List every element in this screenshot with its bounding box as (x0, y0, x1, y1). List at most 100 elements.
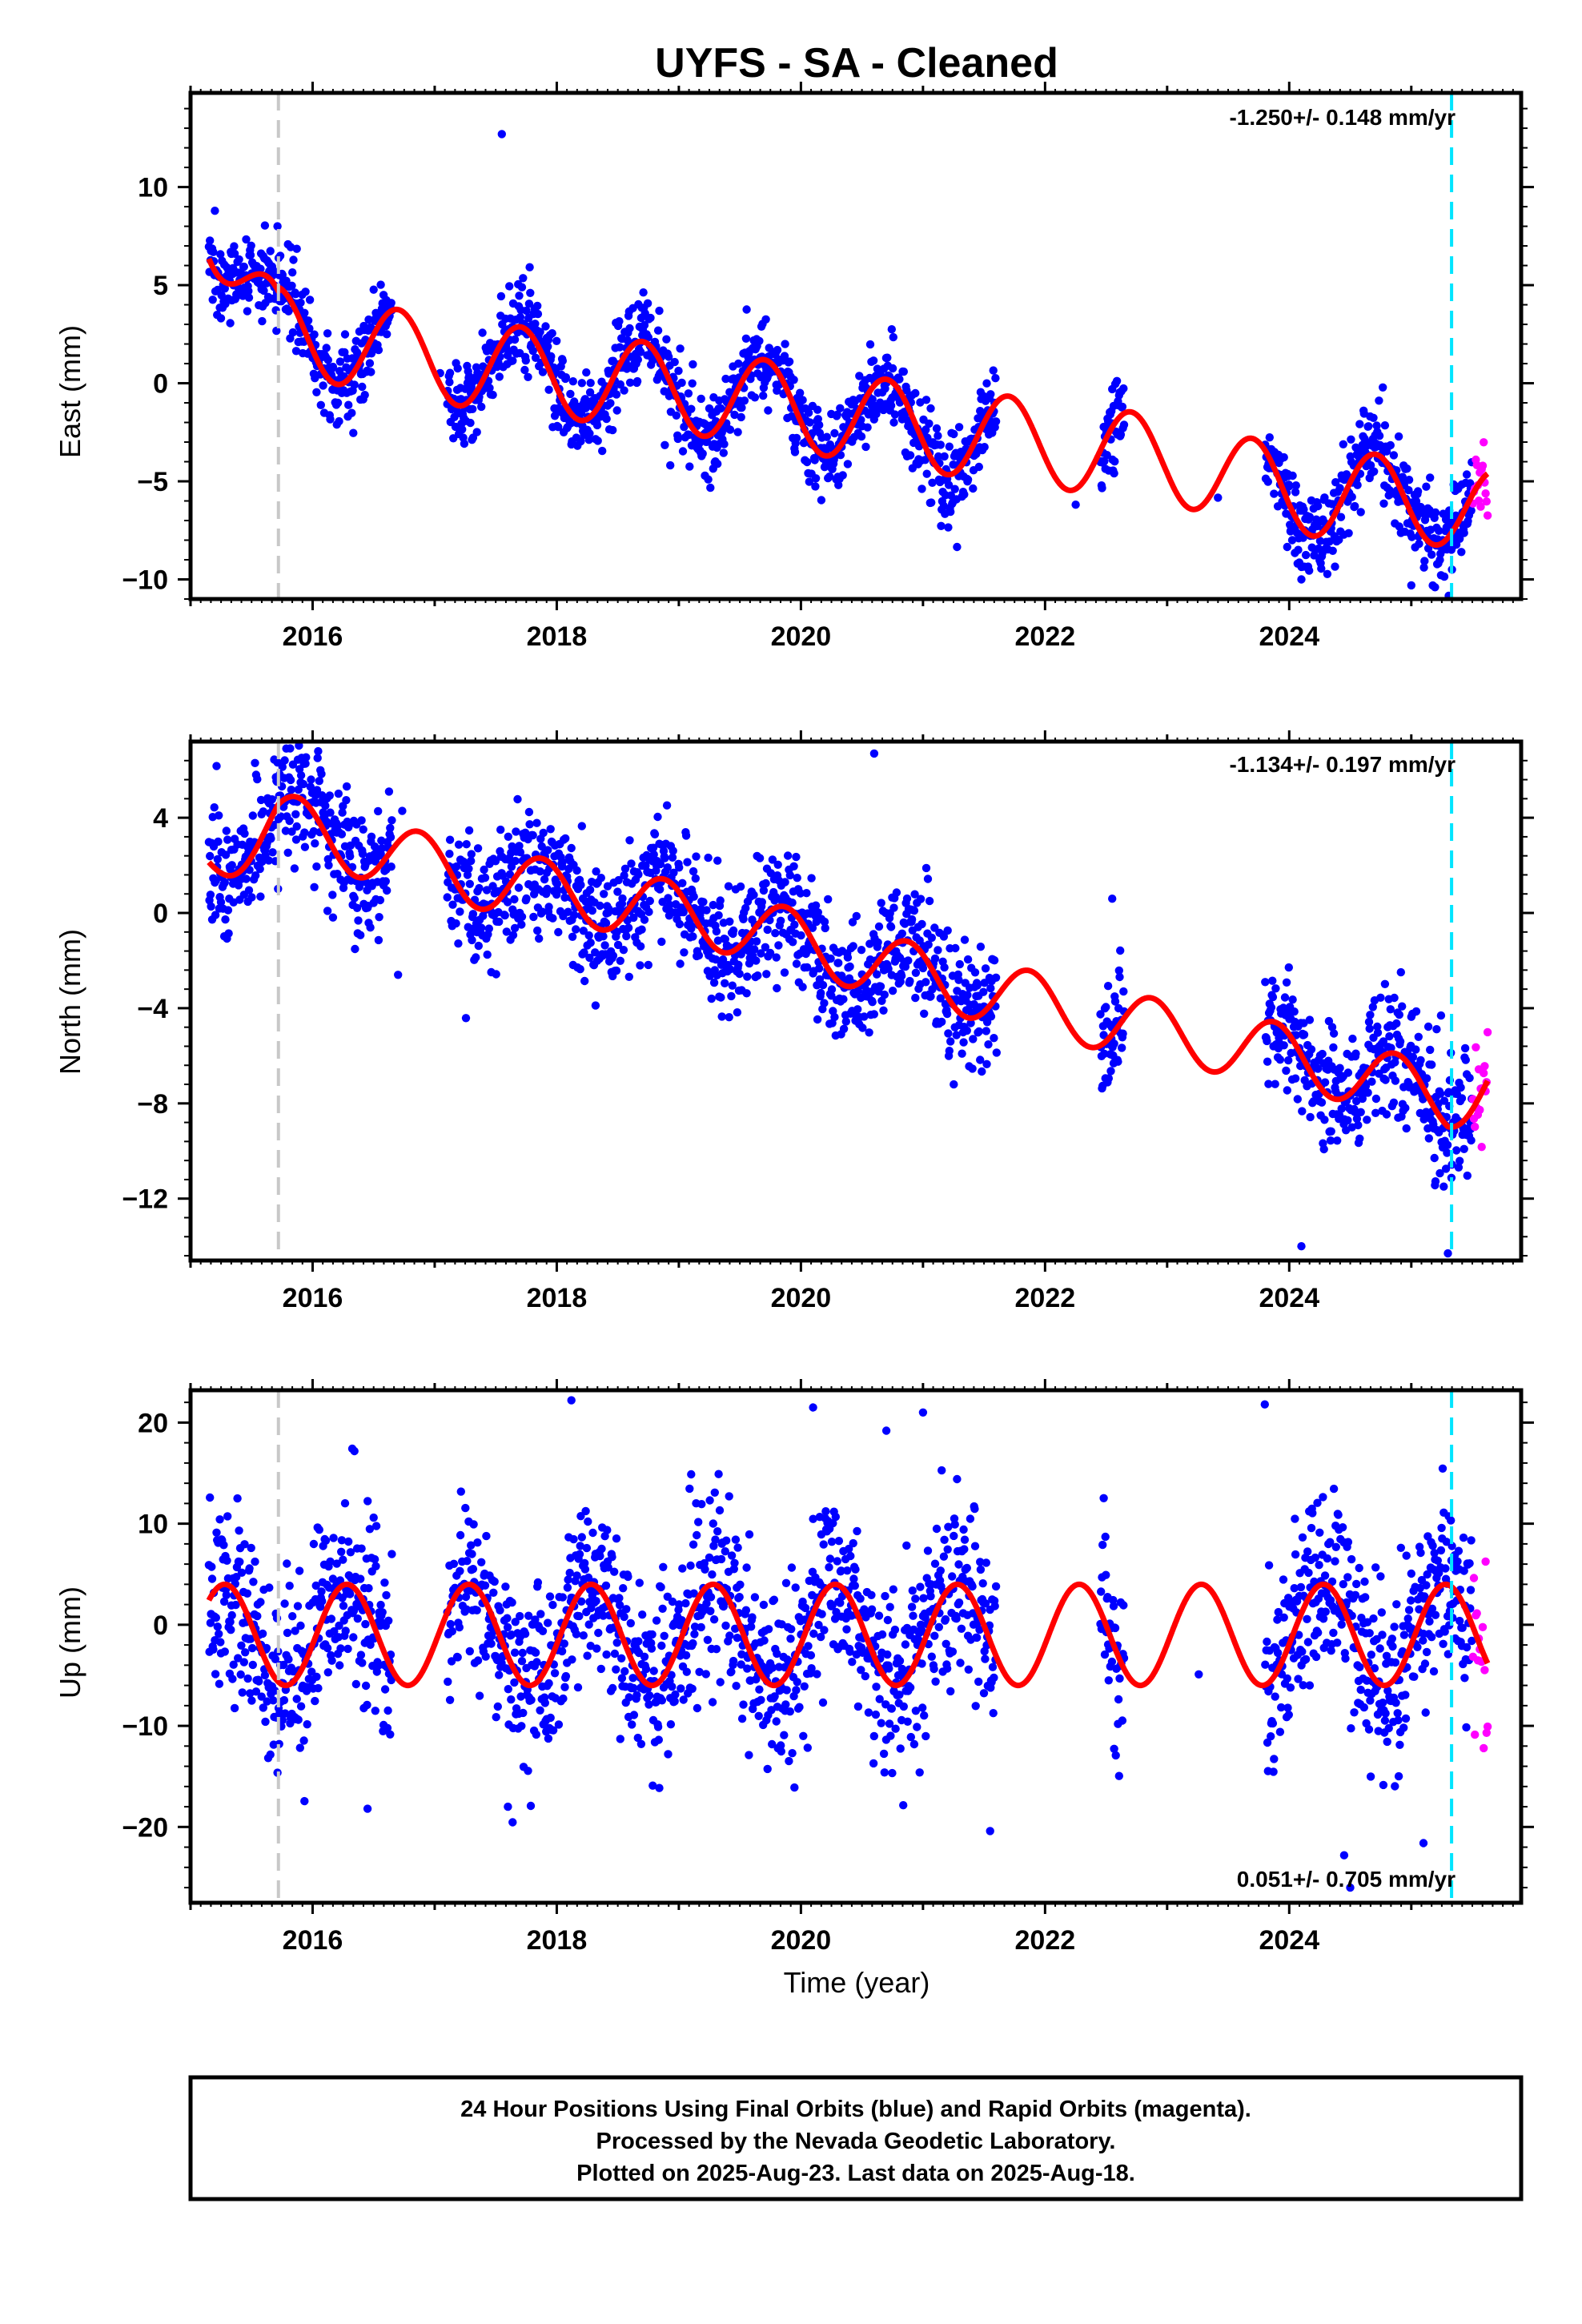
final-orbit-point (1422, 1074, 1431, 1083)
final-orbit-point (1443, 1248, 1452, 1258)
final-orbit-point (260, 1671, 270, 1680)
final-orbit-point (449, 1559, 459, 1569)
final-orbit-point (869, 749, 879, 758)
final-orbit-point (576, 880, 585, 890)
final-orbit-point (1394, 432, 1403, 441)
final-orbit-point (375, 913, 383, 922)
final-orbit-point (641, 1665, 651, 1674)
final-orbit-point (815, 420, 824, 429)
final-orbit-point (785, 357, 794, 366)
final-orbit-point (572, 1571, 581, 1580)
final-orbit-point (477, 1558, 486, 1567)
final-orbit-point (888, 364, 897, 373)
final-orbit-point (853, 1005, 862, 1014)
final-orbit-point (602, 1650, 611, 1659)
final-orbit-point (1456, 1083, 1465, 1092)
final-orbit-point (888, 987, 897, 995)
final-orbit-point (575, 1611, 584, 1621)
final-orbit-point (963, 991, 972, 999)
final-orbit-point (1335, 535, 1343, 545)
final-orbit-point (554, 1720, 564, 1729)
final-orbit-point (1071, 501, 1080, 509)
final-orbit-point (1403, 464, 1411, 473)
final-orbit-point (227, 1610, 236, 1620)
final-orbit-point (979, 987, 988, 996)
final-orbit-point (728, 981, 737, 990)
rapid-orbit-point (1471, 1122, 1480, 1132)
final-orbit-point (927, 933, 937, 943)
final-orbit-point (597, 1544, 606, 1554)
final-orbit-point (351, 944, 359, 954)
final-orbit-point (852, 911, 861, 921)
final-orbit-point (328, 362, 338, 372)
final-orbit-point (207, 1562, 216, 1571)
final-orbit-point (280, 756, 289, 765)
final-orbit-point (599, 932, 608, 941)
final-orbit-point (349, 428, 358, 437)
final-orbit-point (876, 982, 885, 991)
final-orbit-point (531, 353, 540, 362)
final-orbit-point (533, 301, 542, 311)
final-orbit-point (625, 378, 635, 387)
final-orbit-points-east (204, 130, 1476, 599)
final-orbit-point (657, 937, 666, 947)
final-orbit-point (960, 935, 970, 944)
final-orbit-point (481, 1652, 490, 1661)
final-orbit-point (660, 1631, 669, 1640)
final-orbit-point (242, 235, 251, 244)
final-orbit-point (592, 1597, 600, 1606)
final-orbit-point (958, 1049, 966, 1058)
final-orbit-point (713, 460, 722, 468)
final-orbit-point (256, 1598, 265, 1606)
final-orbit-point (879, 1006, 888, 1015)
final-orbit-point (258, 316, 267, 326)
final-orbit-point (1375, 396, 1383, 405)
final-orbit-point (982, 379, 991, 388)
final-orbit-point (468, 1565, 478, 1574)
final-orbit-point (612, 406, 621, 415)
final-orbit-point (303, 316, 313, 325)
final-orbit-point (206, 891, 215, 899)
final-orbit-point (566, 389, 575, 399)
final-orbit-point (647, 1644, 656, 1653)
final-orbit-point (811, 474, 821, 483)
final-orbit-point (639, 288, 648, 297)
final-orbit-point (612, 1665, 620, 1674)
final-orbit-point (387, 299, 396, 308)
final-orbit-point (444, 1677, 452, 1687)
final-orbit-point (561, 834, 570, 843)
final-orbit-point (843, 460, 853, 468)
final-orbit-point (734, 359, 743, 368)
final-orbit-point (243, 1674, 252, 1683)
final-orbit-point (507, 1695, 516, 1704)
final-orbit-point (272, 326, 281, 336)
final-orbit-point (826, 954, 835, 963)
final-orbit-point (446, 1619, 455, 1629)
final-orbit-point (496, 1606, 504, 1615)
final-orbit-point (976, 943, 986, 951)
final-orbit-point (1333, 1136, 1342, 1145)
y-tick-label: −10 (122, 565, 168, 596)
final-orbit-point (334, 789, 343, 798)
final-orbit-point (527, 1695, 536, 1704)
final-orbit-point (497, 130, 506, 139)
final-orbit-point (817, 496, 826, 505)
final-orbit-point (635, 1578, 644, 1587)
y-tick-label: −8 (137, 1089, 168, 1120)
final-orbit-point (353, 1614, 362, 1623)
final-orbit-point (215, 1679, 224, 1688)
final-orbit-point (238, 1688, 247, 1697)
final-orbit-point (504, 1685, 512, 1694)
final-orbit-point (773, 860, 782, 870)
final-orbit-point (1460, 1144, 1468, 1154)
final-orbit-point (789, 862, 798, 871)
final-orbit-point (219, 1541, 228, 1550)
final-orbit-point (456, 1530, 465, 1540)
final-orbit-point (783, 851, 793, 860)
final-orbit-point (478, 328, 487, 337)
final-orbit-point (1430, 1153, 1439, 1163)
final-orbit-point (1390, 993, 1399, 1003)
final-orbit-point (653, 812, 662, 822)
final-orbit-point (492, 970, 500, 979)
final-orbit-point (664, 894, 673, 903)
